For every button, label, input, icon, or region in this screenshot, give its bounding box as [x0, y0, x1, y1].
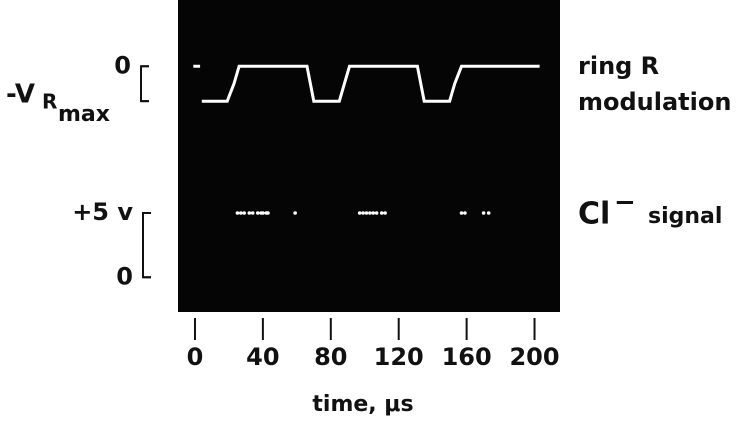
y-tick-label: -V: [6, 80, 35, 110]
signal-dot: [482, 211, 486, 215]
signal-dot: [256, 211, 260, 215]
signal-dot: [371, 211, 375, 215]
signal-dot: [358, 211, 362, 215]
signal-dot: [375, 211, 379, 215]
trace-label: ring R: [578, 52, 659, 80]
signal-dot: [242, 211, 246, 215]
x-tick-label: 120: [374, 343, 424, 371]
x-tick-label: 200: [509, 343, 559, 371]
signal-dot: [251, 211, 255, 215]
signal-dot: [248, 211, 252, 215]
y-tick-label: +5 v: [72, 198, 133, 226]
signal-dot: [487, 211, 491, 215]
signal-dot: [368, 211, 372, 215]
x-tick-label: 160: [442, 343, 492, 371]
signal-dot: [261, 211, 265, 215]
chart: 0 -V Rmax ring R modulation +5 v 0 Cl−signal 0 40…: [0, 0, 746, 424]
y-tick-label: 0: [114, 51, 131, 79]
signal-dot: [266, 211, 270, 215]
trace-label: Cl: [578, 197, 610, 232]
signal-dot: [463, 211, 467, 215]
trace-label: signal: [648, 204, 722, 229]
y-tick-label: 0: [116, 262, 133, 290]
y-bracket: [143, 213, 151, 277]
signal-dot: [361, 211, 365, 215]
signal-dot: [460, 211, 464, 215]
signal-dot: [236, 211, 240, 215]
x-axis-label: time, μs: [312, 392, 413, 417]
x-tick-label: 0: [187, 343, 204, 371]
trace-label: modulation: [578, 88, 731, 116]
plot-area: [178, 0, 560, 312]
signal-dot: [365, 211, 369, 215]
y-tick-label-sub: R: [42, 90, 57, 114]
trace-label-sup: −: [614, 188, 636, 218]
y-bracket: [141, 66, 149, 101]
x-tick-label: 80: [314, 343, 347, 371]
signal-dot: [380, 211, 384, 215]
y-tick-label-subsub: max: [58, 102, 110, 127]
x-tick-label: 40: [246, 343, 279, 371]
signal-dot: [239, 211, 243, 215]
signal-dot: [293, 211, 297, 215]
signal-dot: [383, 211, 387, 215]
